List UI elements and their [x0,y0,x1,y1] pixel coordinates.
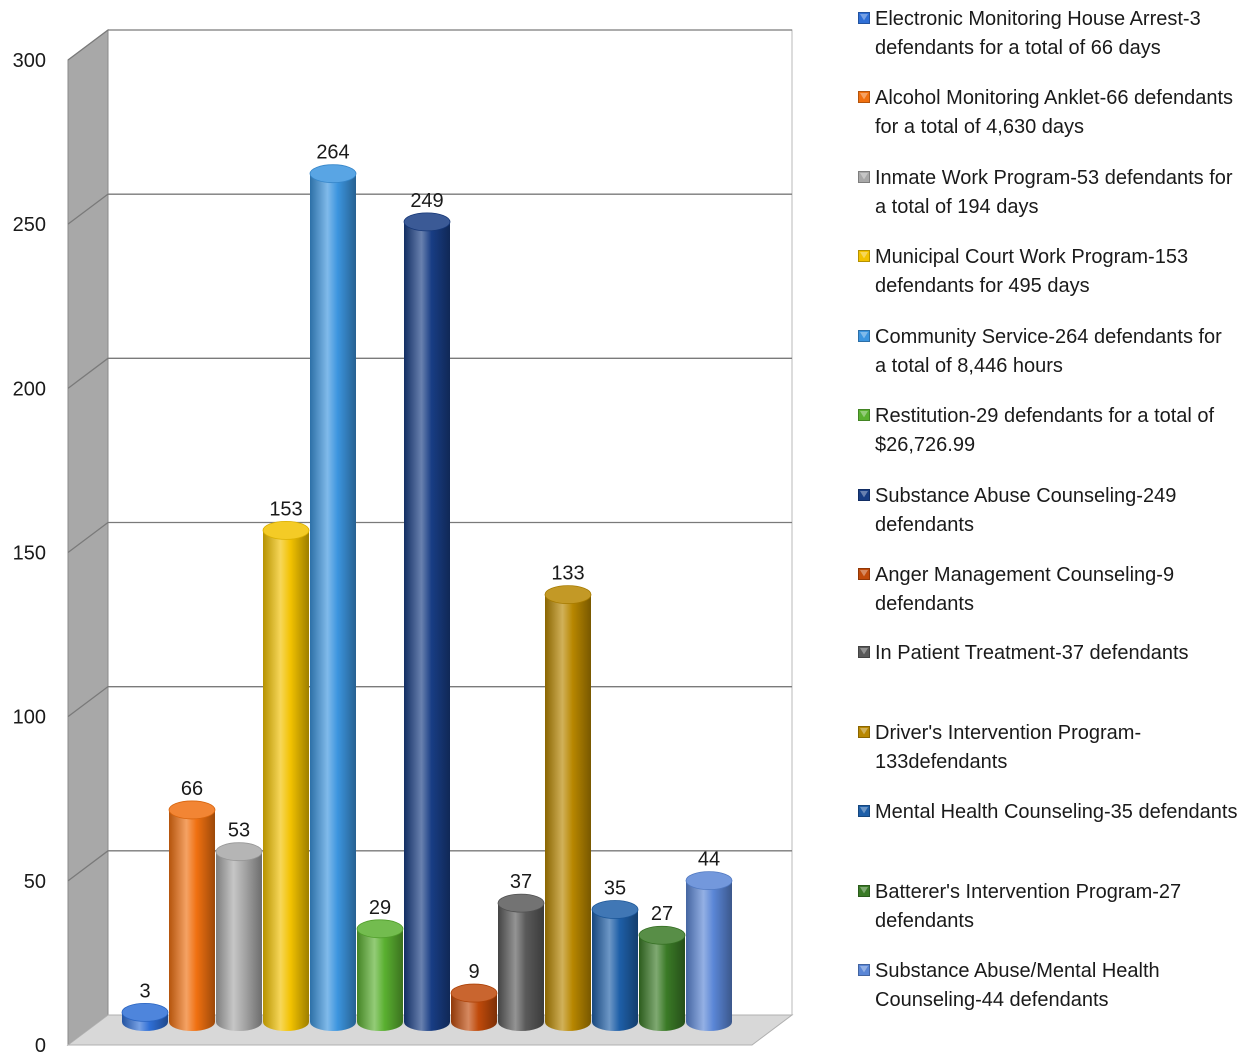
legend-item: Electronic Monitoring House Arrest-3 def… [858,5,1238,63]
legend-swatch [858,91,870,103]
legend-swatch [858,568,870,580]
legend-swatch [858,12,870,24]
y-tick-label: 0 [35,1035,46,1053]
legend-label: Community Service-264 defendants for a t… [875,326,1222,377]
legend-item: Inmate Work Program-53 defendants for a … [858,164,1238,222]
legend-swatch [858,646,870,658]
legend-item: Driver's Intervention Program-133defenda… [858,719,1238,777]
y-tick-label: 300 [13,50,46,72]
y-tick-label: 250 [13,214,46,236]
legend-item: Restitution-29 defendants for a total of… [858,402,1238,460]
data-label: 27 [651,903,673,925]
legend-swatch [858,409,870,421]
data-label: 264 [316,142,349,164]
bar [121,1002,169,1031]
gridlines [67,29,792,882]
legend-item: Community Service-264 defendants for a t… [858,323,1238,381]
data-label: 153 [269,498,302,520]
bar [544,585,592,1031]
bar [638,925,686,1031]
bar [685,871,733,1031]
legend-swatch [858,489,870,501]
legend-item: Substance Abuse/Mental Health Counseling… [858,957,1238,1015]
data-labels: 3 66 53 153 264 29 249 9 37 133 35 27 44 [139,142,720,1003]
legend-label: Mental Health Counseling-35 defendants [875,801,1238,823]
legend-label: Substance Abuse Counseling-249 defendant… [875,485,1177,536]
legend-item: Municipal Court Work Program-153 defenda… [858,243,1238,301]
y-tick-label: 50 [24,871,46,893]
data-label: 3 [139,980,150,1002]
gridline [67,193,792,225]
legend-swatch [858,805,870,817]
legend-label: Anger Management Counseling-9 defendants [875,564,1175,615]
bars [121,164,733,1031]
legend-label: Municipal Court Work Program-153 defenda… [875,246,1189,297]
gridline [67,521,792,554]
bar [403,212,451,1031]
legend-swatch [858,250,870,262]
legend-label: Batterer's Intervention Program-27 defen… [875,881,1182,932]
data-label: 44 [698,849,720,871]
legend-label: Restitution-29 defendants for a total of… [875,405,1215,456]
legend-swatch [858,885,870,897]
legend-label: Inmate Work Program-53 defendants for a … [875,167,1233,218]
legend-label: Electronic Monitoring House Arrest-3 def… [875,8,1201,59]
bar [215,842,263,1031]
gridline [67,357,792,389]
bar [309,164,357,1031]
bar [497,893,545,1031]
bar [356,919,404,1031]
legend-label: In Patient Treatment-37 defendants [875,642,1189,664]
legend-item: Anger Management Counseling-9 defendants [858,561,1238,619]
bar [262,520,310,1031]
legend-item: Alcohol Monitoring Anklet-66 defendants … [858,84,1238,142]
data-label: 9 [468,961,479,983]
y-axis: 0 50 100 150 200 250 300 [13,50,46,1053]
data-label: 133 [551,563,584,585]
legend-swatch [858,171,870,183]
legend-swatch [858,330,870,342]
data-label: 35 [604,878,626,900]
legend-item: In Patient Treatment-37 defendants [858,639,1238,668]
legend-swatch [858,726,870,738]
legend-label: Substance Abuse/Mental Health Counseling… [875,960,1160,1011]
gridline [67,29,792,61]
bar [591,900,639,1031]
data-label: 66 [181,778,203,800]
data-label: 53 [228,820,250,842]
data-label: 37 [510,871,532,893]
legend-label: Alcohol Monitoring Anklet-66 defendants … [875,87,1234,138]
legend-item: Mental Health Counseling-35 defendants [858,798,1238,827]
legend-label: Driver's Intervention Program-133defenda… [875,722,1142,773]
data-label: 249 [410,190,443,212]
bar [450,983,498,1031]
legend-item: Batterer's Intervention Program-27 defen… [858,878,1238,936]
data-label: 29 [369,897,391,919]
bar [168,800,216,1031]
legend-item: Substance Abuse Counseling-249 defendant… [858,482,1238,540]
y-tick-label: 200 [13,378,46,400]
y-tick-label: 150 [13,543,46,565]
y-tick-label: 100 [13,707,46,729]
legend-swatch [858,964,870,976]
